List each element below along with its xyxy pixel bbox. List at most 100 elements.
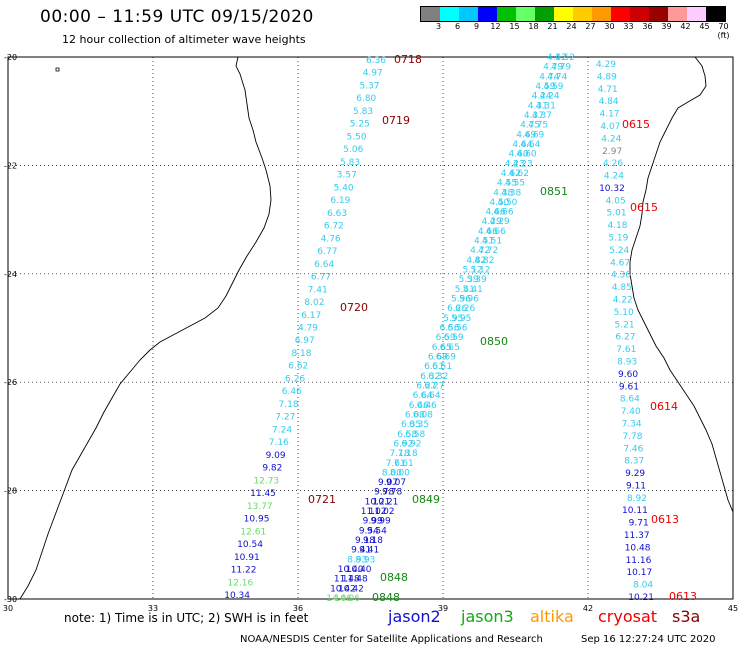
swh-value: 11.48 bbox=[334, 575, 360, 585]
swh-value: 4.82 bbox=[466, 256, 486, 266]
color-scale-label: 33 bbox=[623, 22, 634, 31]
swh-value: 6.19 bbox=[330, 196, 350, 206]
swh-value: 11.48 bbox=[342, 575, 368, 585]
swh-value: 9.09 bbox=[266, 451, 286, 461]
swh-value: 6.80 bbox=[356, 94, 376, 104]
swh-value: 6.35 bbox=[409, 420, 429, 430]
swh-value: 4.52 bbox=[555, 53, 575, 63]
swh-value: 8.37 bbox=[624, 457, 644, 467]
swh-value: 4.22 bbox=[613, 296, 633, 306]
swh-value: 4.60 bbox=[509, 150, 529, 160]
swh-value: 9.71 bbox=[629, 519, 649, 529]
color-swatch bbox=[535, 7, 554, 21]
swh-value: 7.34 bbox=[622, 419, 642, 429]
lat-lon-grid bbox=[8, 57, 733, 599]
swh-value: 9.99 bbox=[363, 517, 383, 527]
time-label: 0615 bbox=[622, 118, 650, 131]
swh-value: 5.10 bbox=[614, 308, 634, 318]
swh-value: 5.06 bbox=[343, 145, 363, 155]
time-label: 0848 bbox=[380, 571, 408, 584]
swh-value: 7.61 bbox=[386, 459, 406, 469]
swh-value: 5.41 bbox=[455, 285, 475, 295]
lon-tick-label: 30 bbox=[3, 604, 13, 613]
time-label: 0718 bbox=[394, 53, 422, 66]
swh-value: 4.23 bbox=[505, 159, 525, 169]
color-swatch bbox=[478, 7, 497, 21]
swh-value: 5.37 bbox=[359, 81, 379, 91]
swh-value: 11.45 bbox=[250, 489, 276, 499]
swh-value: 6.69 bbox=[436, 352, 456, 362]
swh-value: 4.31 bbox=[528, 101, 548, 111]
color-scale-label: 21 bbox=[547, 22, 558, 31]
swh-value: 6.97 bbox=[295, 336, 315, 346]
swh-value: 6.26 bbox=[455, 304, 475, 314]
swh-value: 4.67 bbox=[610, 258, 630, 268]
swh-value: 4.36 bbox=[611, 271, 631, 281]
swh-value: 6.58 bbox=[397, 430, 417, 440]
swh-value: 9.78 bbox=[374, 488, 394, 498]
swh-value: 4.69 bbox=[524, 130, 544, 140]
swh-value: 4.76 bbox=[321, 234, 341, 244]
swh-value: 4.66 bbox=[478, 227, 498, 237]
swh-value: 6.64 bbox=[421, 391, 441, 401]
swh-value: 10.11 bbox=[622, 506, 648, 516]
swh-value: 4.66 bbox=[486, 208, 506, 218]
satellite-legend-cryosat: cryosat bbox=[598, 607, 658, 626]
time-label: 0849 bbox=[412, 493, 440, 506]
swh-value: 14.06 bbox=[334, 594, 360, 604]
color-scale-label: 45 bbox=[699, 22, 710, 31]
coastline bbox=[19, 56, 734, 600]
swh-value: 9.18 bbox=[363, 536, 383, 546]
swh-value: 6.56 bbox=[439, 324, 459, 334]
swh-value: 4.66 bbox=[486, 227, 506, 237]
swh-value: 4.66 bbox=[494, 208, 514, 218]
lat-tick-label: -28 bbox=[4, 487, 17, 496]
swh-value: 4.71 bbox=[598, 85, 618, 95]
swh-value: 9.54 bbox=[359, 526, 379, 536]
swh-value: 4.05 bbox=[606, 196, 626, 206]
color-scale-labels: 3 6 9 12 15 18 21 24 27 30 33 36 39 42 45 70 (ft) bbox=[429, 22, 733, 40]
swh-value: 9.29 bbox=[625, 469, 645, 479]
time-label: 0720 bbox=[340, 301, 368, 314]
swh-value: 4.59 bbox=[535, 82, 555, 92]
color-scale-label: 30 bbox=[604, 22, 615, 31]
swh-value: 4.07 bbox=[600, 122, 620, 132]
swh-value: 6.08 bbox=[413, 410, 433, 420]
color-swatch bbox=[592, 7, 611, 21]
map-frame bbox=[7, 56, 734, 600]
swh-value: 10.42 bbox=[330, 584, 356, 594]
color-scale-label: 24 bbox=[566, 22, 577, 31]
satellite-legend-s3a: s3a bbox=[672, 607, 701, 626]
swh-value: 4.79 bbox=[543, 63, 563, 73]
color-swatch bbox=[687, 7, 706, 21]
swh-value: 5.21 bbox=[615, 320, 635, 330]
satellite-legend-altika: altika bbox=[530, 607, 574, 626]
color-scale-label: 18 bbox=[528, 22, 539, 31]
swh-value: 7.18 bbox=[279, 400, 299, 410]
swh-value: 8.04 bbox=[633, 581, 653, 591]
swh-value: 4.26 bbox=[603, 159, 623, 169]
swh-value: 5.25 bbox=[350, 120, 370, 130]
swh-value: 10.21 bbox=[365, 497, 391, 507]
swh-value: 9.07 bbox=[386, 478, 406, 488]
swh-value: 2.97 bbox=[602, 147, 622, 157]
lat-tick-label: -30 bbox=[4, 595, 17, 604]
swh-value: 12.61 bbox=[240, 527, 266, 537]
swh-value: 5.95 bbox=[443, 314, 463, 324]
color-swatch bbox=[611, 7, 630, 21]
swh-value: 6.46 bbox=[417, 401, 437, 411]
swh-value: 4.24 bbox=[532, 92, 552, 102]
swh-value: 12.73 bbox=[253, 476, 279, 486]
lon-tick-label: 39 bbox=[438, 604, 448, 613]
swh-value: 8.92 bbox=[627, 494, 647, 504]
color-scale-label: 70 (ft) bbox=[717, 22, 730, 40]
lat-tick-label: -20 bbox=[4, 53, 17, 62]
swh-value: 8.18 bbox=[291, 349, 311, 359]
color-swatch bbox=[630, 7, 649, 21]
footer-timestamp: Sep 16 12:27:24 UTC 2020 bbox=[581, 634, 716, 645]
swh-value: 4.29 bbox=[596, 60, 616, 70]
color-scale-label: 15 bbox=[509, 22, 520, 31]
color-swatch bbox=[459, 7, 478, 21]
swh-value: 6.26 bbox=[447, 304, 467, 314]
